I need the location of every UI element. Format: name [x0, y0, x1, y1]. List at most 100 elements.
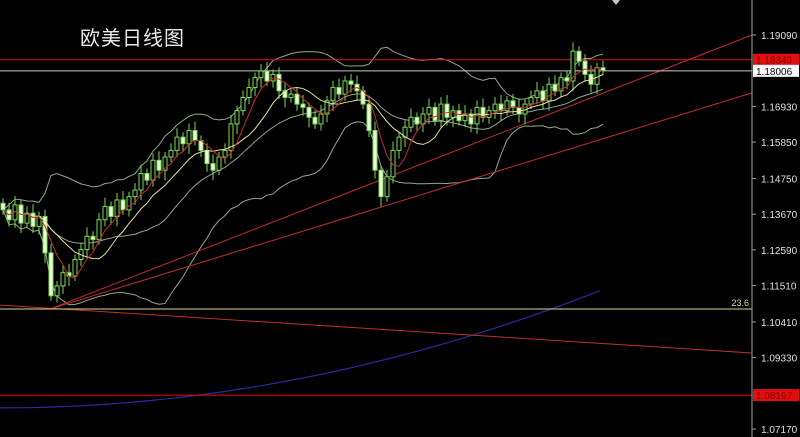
- y-tick-label: 1.10410: [761, 318, 798, 329]
- candle-body: [216, 156, 222, 171]
- scroll-marker-icon: [612, 0, 620, 5]
- candle-body: [138, 173, 144, 191]
- chart-title: 欧美日线图: [80, 26, 185, 50]
- candle-body: [180, 136, 186, 145]
- candle-body: [144, 173, 150, 181]
- y-tick-label: 1.07170: [761, 425, 798, 436]
- candle-body: [120, 199, 126, 211]
- candle-body: [36, 215, 42, 227]
- candle-body: [438, 103, 444, 122]
- fibonacci-label: 23.6: [731, 298, 749, 308]
- candle-body: [168, 149, 174, 158]
- candle-body: [480, 106, 486, 118]
- trendline-3: [0, 304, 753, 354]
- candle-body: [102, 206, 108, 221]
- candle-body: [594, 67, 600, 85]
- candle-body: [414, 116, 420, 125]
- candle-body: [492, 103, 498, 112]
- candle-body: [384, 176, 390, 198]
- candle-body: [552, 83, 558, 92]
- candle-body: [378, 169, 384, 198]
- y-tick-label: 1.14750: [761, 174, 798, 185]
- candle-body: [462, 113, 468, 122]
- candle-body: [510, 100, 516, 108]
- candle-body: [366, 103, 372, 132]
- candle-body: [156, 159, 162, 171]
- candle-body: [240, 96, 246, 112]
- candle-body: [306, 106, 312, 118]
- candle-body: [264, 70, 270, 82]
- y-tick-label: 1.15850: [761, 138, 798, 149]
- candle-body: [276, 73, 282, 92]
- y-tick-label: 1.12590: [761, 246, 798, 257]
- price-label-1.08197: 1.08197: [756, 391, 793, 402]
- candle-body: [228, 123, 234, 151]
- bollinger-upper: [2, 46, 604, 211]
- candle-body: [324, 100, 330, 115]
- candle-body: [540, 90, 546, 102]
- candle-body: [564, 77, 570, 82]
- candle-body: [330, 87, 336, 102]
- candle-body: [30, 212, 36, 227]
- candle-body: [42, 215, 48, 254]
- candle-body: [90, 235, 96, 241]
- candle-body: [288, 93, 294, 98]
- candle-body: [396, 136, 402, 151]
- candle-body: [432, 106, 438, 122]
- candle-body: [348, 80, 354, 85]
- trendline-1: [49, 34, 753, 310]
- candle-body: [546, 83, 552, 102]
- candle-body: [114, 199, 120, 217]
- price-label-box: [753, 64, 799, 77]
- candle-body: [426, 106, 432, 115]
- candle-body: [150, 159, 156, 181]
- candle-body: [582, 60, 588, 75]
- candle-body: [72, 258, 78, 277]
- candle-body: [570, 50, 576, 82]
- candle-body: [444, 103, 450, 118]
- candle-body: [342, 80, 348, 95]
- candle-body: [558, 77, 564, 92]
- candle-body: [48, 252, 54, 297]
- price-label-box: [753, 53, 799, 66]
- candle-body: [84, 235, 90, 251]
- long-moving-average-line: [0, 290, 601, 409]
- candle-body: [96, 219, 102, 241]
- candle-body: [300, 103, 306, 108]
- candle-body: [270, 73, 276, 82]
- candle-body: [222, 149, 228, 158]
- price-label-1.18006: 1.18006: [756, 67, 793, 78]
- y-tick-label: 1.16930: [761, 102, 798, 113]
- candle-body: [60, 272, 66, 287]
- candle-body: [0, 202, 6, 211]
- candle-body: [162, 156, 168, 171]
- y-tick-label: 1.19090: [761, 31, 798, 42]
- candle-body: [204, 149, 210, 165]
- candle-body: [468, 113, 474, 125]
- candle-body: [186, 130, 192, 145]
- bollinger-lower: [2, 121, 604, 306]
- candle-body: [318, 113, 324, 125]
- y-tick-label: 1.13670: [761, 210, 798, 221]
- candle-body: [210, 163, 216, 171]
- price-label-1.18343: 1.18343: [756, 56, 793, 67]
- candle-body: [312, 116, 318, 125]
- candle-body: [372, 130, 378, 171]
- candle-body: [246, 87, 252, 98]
- y-tick-label: 1.11510: [761, 282, 797, 293]
- candle-body: [252, 77, 258, 89]
- candle-body: [174, 136, 180, 151]
- candle-body: [294, 93, 300, 105]
- candle-body: [234, 110, 240, 125]
- price-label-box: [753, 389, 799, 402]
- candle-body: [600, 67, 606, 72]
- candle-body: [126, 196, 132, 211]
- moving-average-10: [2, 73, 604, 260]
- candle-body: [336, 87, 342, 95]
- candle-body: [534, 90, 540, 98]
- candle-body: [54, 285, 60, 297]
- candle-body: [576, 50, 582, 62]
- candle-body: [24, 212, 30, 224]
- candle-body: [408, 116, 414, 128]
